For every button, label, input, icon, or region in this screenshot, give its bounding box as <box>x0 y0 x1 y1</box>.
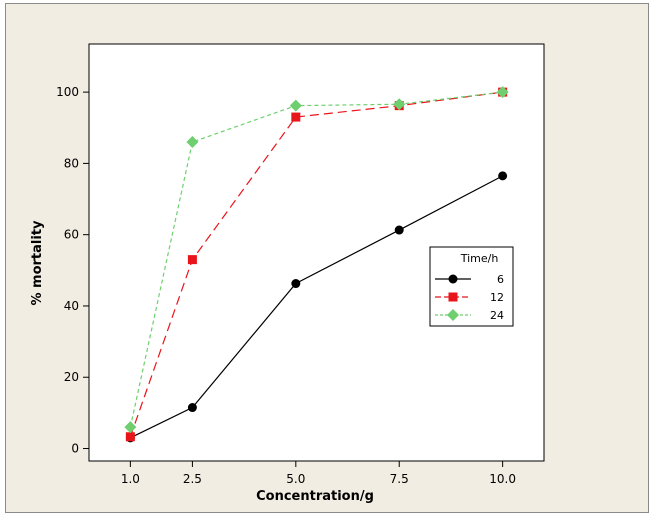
data-point <box>291 112 301 122</box>
legend-marker <box>448 274 458 284</box>
data-point <box>291 279 301 289</box>
y-tick-label: 60 <box>64 228 79 242</box>
y-tick-label: 0 <box>71 442 79 456</box>
data-point <box>393 98 406 111</box>
y-tick-label: 100 <box>56 85 79 99</box>
y-tick-label: 80 <box>64 156 79 170</box>
y-tick-label: 20 <box>64 370 79 384</box>
legend-marker <box>448 292 458 302</box>
legend-marker <box>447 309 459 321</box>
y-axis-title: % mortality <box>30 220 45 306</box>
legend-label: 6 <box>497 273 504 286</box>
data-point <box>289 99 302 112</box>
legend-title: Time/h <box>460 252 499 265</box>
data-point <box>496 86 509 99</box>
data-point <box>394 225 404 235</box>
data-point <box>125 432 135 442</box>
series-24 <box>124 86 509 434</box>
x-tick-label: 7.5 <box>390 472 409 486</box>
data-point <box>186 136 199 149</box>
legend-label: 12 <box>490 291 504 304</box>
data-point <box>187 403 197 413</box>
y-tick-label: 40 <box>64 299 79 313</box>
x-tick-label: 5.0 <box>286 472 305 486</box>
data-point <box>187 255 197 265</box>
legend-label: 24 <box>490 309 504 322</box>
data-point <box>124 421 137 434</box>
x-tick-label: 10.0 <box>489 472 516 486</box>
data-point <box>498 171 508 181</box>
legend-box <box>429 246 514 327</box>
x-axis-title: Concentration/g <box>256 489 374 504</box>
x-tick-label: 1.0 <box>121 472 140 486</box>
x-tick-label: 2.5 <box>183 472 202 486</box>
